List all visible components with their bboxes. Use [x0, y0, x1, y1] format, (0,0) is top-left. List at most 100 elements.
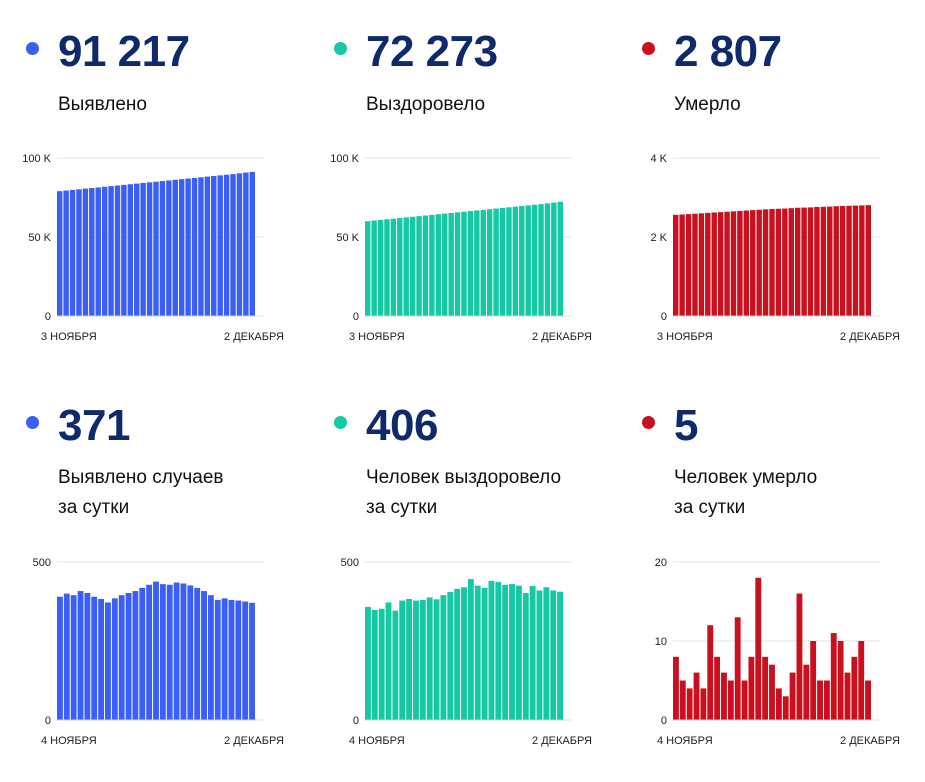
recovered-daily-value: 406: [366, 401, 438, 450]
bar: [550, 590, 557, 720]
bar: [98, 598, 105, 720]
bar: [839, 205, 846, 316]
bar: [419, 599, 426, 720]
bar: [390, 218, 397, 316]
bar: [403, 217, 409, 316]
bar: [493, 208, 499, 316]
bar: [166, 584, 173, 720]
bar: [69, 189, 76, 316]
bar: [769, 208, 775, 316]
bar: [865, 680, 871, 720]
bar: [721, 672, 727, 720]
y-tick-label: 0: [45, 715, 51, 727]
bar: [700, 688, 707, 720]
bar: [84, 592, 91, 720]
x-start-label: 3 НОЯБРЯ: [657, 331, 713, 343]
died-dot-icon: [642, 42, 655, 55]
bar: [730, 211, 737, 316]
bar: [486, 209, 493, 316]
died-total-label: Умерло: [674, 90, 741, 120]
bar: [557, 201, 563, 316]
x-start-label: 3 НОЯБРЯ: [41, 331, 97, 343]
bar: [810, 641, 817, 720]
bar: [686, 688, 693, 720]
bar: [820, 206, 827, 316]
bar: [801, 207, 807, 316]
bar: [173, 582, 180, 720]
died-total-chart: 0 2 K 4 K 3 НОЯБРЯ 2 ДЕКАБРЯ: [650, 153, 900, 343]
panel-recovered-total: 72 273 Выздоровело 0 50 K 100 K 3 НОЯБРЯ 2 Д…: [330, 28, 634, 408]
bar: [185, 178, 191, 316]
bar: [378, 608, 385, 720]
bar: [474, 210, 480, 316]
bar: [734, 617, 741, 720]
bar: [499, 207, 506, 316]
died-daily-value: 5: [674, 401, 698, 450]
detected-daily-label-line1: Выявлено случаев: [58, 467, 224, 488]
died-total-value: 2 807: [674, 27, 782, 76]
bar: [384, 219, 390, 316]
bar: [406, 598, 413, 720]
detected-total-label: Выявлено: [58, 90, 147, 120]
bar: [509, 584, 515, 720]
bar: [461, 211, 467, 316]
died-total-label-line1: Умерло: [674, 94, 741, 115]
recovered-total-chart: 0 50 K 100 K 3 НОЯБРЯ 2 ДЕКАБРЯ: [330, 153, 592, 343]
y-tick-label: 0: [661, 311, 667, 323]
bar: [851, 656, 858, 720]
died-daily-label-line1: Человек умерло: [674, 467, 818, 488]
x-end-label: 2 ДЕКАБРЯ: [840, 735, 900, 747]
bar: [111, 598, 118, 720]
y-tick-label: 0: [661, 715, 667, 727]
bar: [531, 204, 538, 316]
x-start-label: 4 НОЯБРЯ: [349, 735, 405, 747]
bar: [191, 177, 198, 316]
bar: [762, 656, 769, 720]
bar: [63, 190, 69, 316]
bar: [814, 206, 820, 316]
bar: [844, 672, 851, 720]
bar: [515, 585, 522, 720]
detected-total-label-line1: Выявлено: [58, 94, 147, 115]
bar: [207, 595, 214, 720]
bar: [741, 680, 748, 720]
bar: [823, 680, 830, 720]
bar: [705, 212, 711, 316]
recovered-total-label: Выздоровело: [366, 90, 485, 120]
bar: [522, 592, 529, 720]
y-tick-label: 100 K: [22, 153, 51, 165]
bar: [454, 212, 461, 316]
bar: [506, 207, 512, 316]
bar: [707, 625, 714, 720]
y-tick-label: 0: [45, 311, 51, 323]
bar: [178, 179, 185, 316]
x-end-label: 2 ДЕКАБРЯ: [532, 331, 592, 343]
y-tick-label: 100 K: [330, 153, 359, 165]
bar: [125, 592, 132, 720]
bar: [153, 181, 159, 316]
panel-detected-total: 91 217 Выявлено 0 50 K 100 K 3 НОЯБРЯ 2 ДЕКА…: [22, 28, 326, 408]
bar: [543, 587, 550, 720]
bar: [101, 186, 108, 316]
bar: [399, 600, 406, 720]
bar: [121, 184, 127, 316]
bar: [365, 606, 371, 720]
bar: [249, 602, 255, 720]
panel-recovered-daily: 406 Человек выздоровело за сутки 0 500 4 Н…: [334, 402, 634, 782]
bar: [817, 680, 823, 720]
bar: [70, 595, 77, 720]
bar: [865, 205, 871, 316]
y-tick-label: 2 K: [650, 232, 667, 244]
bar: [114, 185, 121, 316]
bar: [673, 214, 679, 316]
bar: [57, 596, 63, 720]
bar: [426, 597, 433, 720]
bar: [673, 656, 679, 720]
bar: [198, 177, 204, 316]
bar: [756, 209, 762, 316]
bar: [495, 581, 502, 720]
bar: [519, 206, 525, 316]
recovered-daily-dot-icon: [334, 416, 347, 429]
bar: [108, 186, 114, 316]
bar: [153, 581, 159, 720]
